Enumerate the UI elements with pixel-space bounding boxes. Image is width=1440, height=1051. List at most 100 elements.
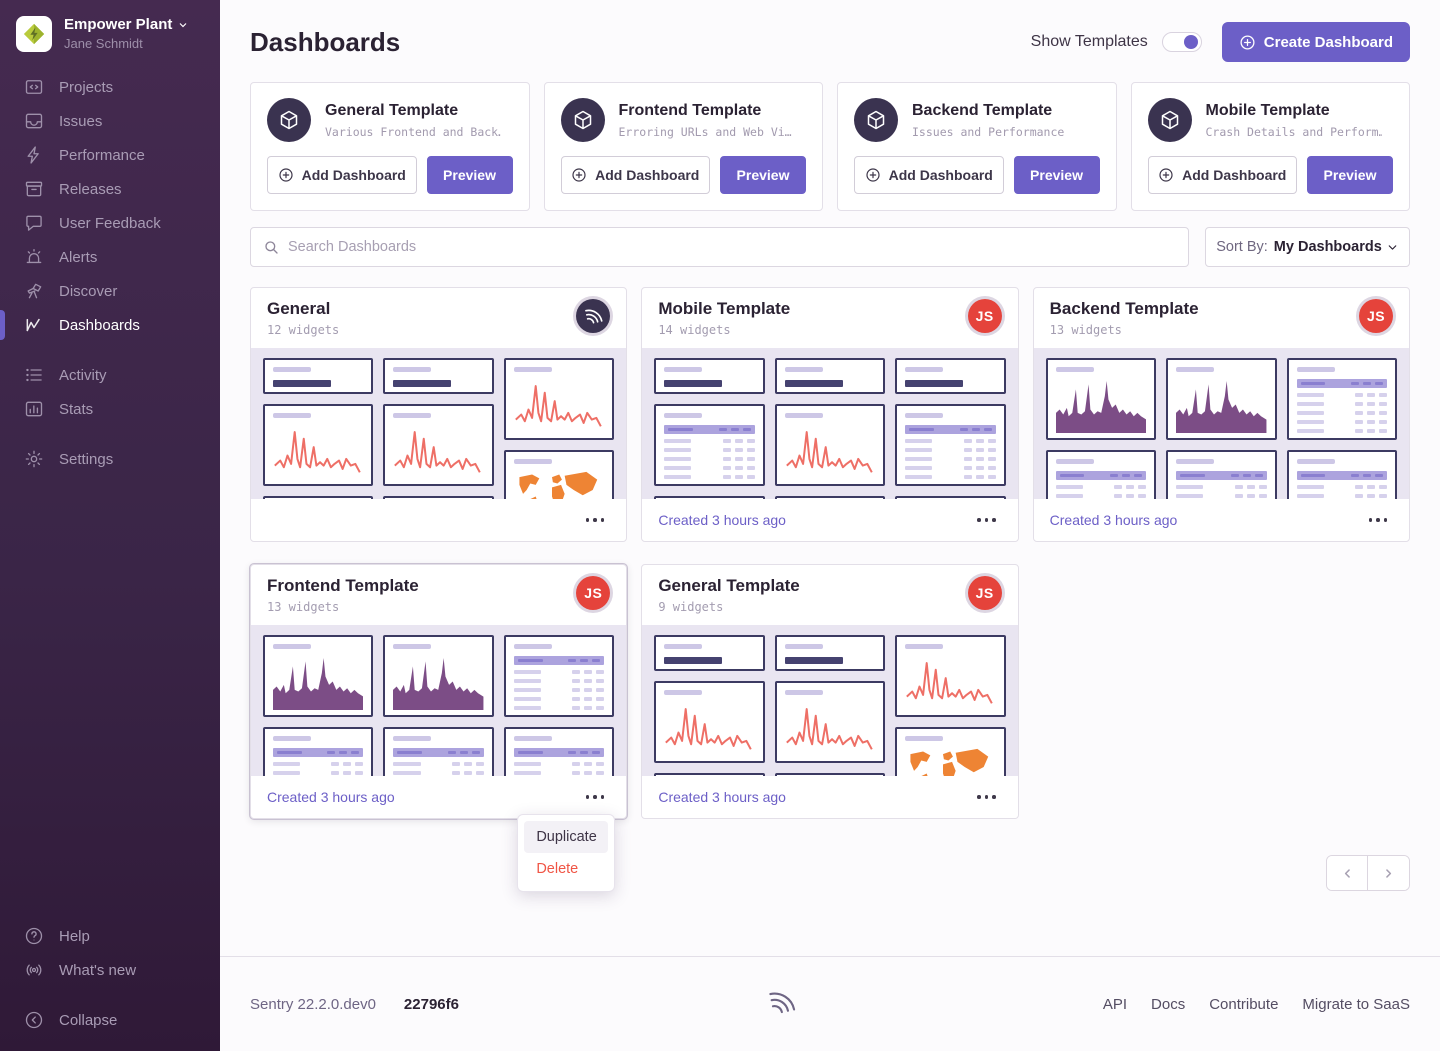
preview-button[interactable]: Preview	[720, 156, 806, 194]
mini-widget-table	[263, 727, 374, 776]
page-header: Dashboards Show Templates Create Dashboa…	[250, 22, 1410, 62]
dashboard-title[interactable]: Backend Template	[1049, 299, 1199, 318]
sidebar-item-alerts[interactable]: Alerts	[0, 240, 220, 274]
mini-widget-line	[383, 496, 494, 499]
gear-icon	[25, 450, 43, 468]
plus-circle-icon	[1159, 168, 1173, 182]
mini-widget-bignum	[383, 358, 494, 394]
add-dashboard-button[interactable]: Add Dashboard	[560, 156, 710, 194]
add-dashboard-button[interactable]: Add Dashboard	[1147, 156, 1297, 194]
plus-circle-icon	[866, 168, 880, 182]
toggle-knob	[1183, 35, 1198, 49]
help-icon	[25, 927, 43, 945]
mini-widget-area	[1166, 358, 1277, 440]
dashboard-preview[interactable]	[1033, 348, 1409, 499]
dashboard-card-frontend-template[interactable]: Frontend Template 13 widgets JS Created …	[250, 564, 628, 892]
mini-widget-map	[895, 727, 1006, 776]
dashboard-preview[interactable]	[251, 348, 627, 499]
mini-widget-line	[774, 773, 886, 776]
template-card-general: General Template Various Frontend and Ba…	[250, 82, 530, 211]
footer-link-contribute[interactable]: Contribute	[1209, 995, 1279, 1013]
card-menu-button[interactable]	[971, 789, 1002, 805]
dashboard-preview[interactable]	[642, 348, 1018, 499]
bar-chart-icon	[25, 401, 43, 417]
dashboard-title[interactable]: Frontend Template	[267, 576, 419, 595]
template-title: Frontend Template	[618, 101, 762, 119]
mini-widget-table	[1045, 450, 1157, 499]
sidebar-item-performance[interactable]: Performance	[0, 138, 220, 172]
card-menu-button[interactable]	[1363, 512, 1394, 528]
show-templates-toggle[interactable]	[1161, 32, 1202, 52]
menu-item-delete[interactable]: Delete	[536, 861, 579, 877]
dashboard-preview[interactable]	[251, 625, 627, 776]
preview-button[interactable]: Preview	[1013, 156, 1100, 194]
sidebar-item-dashboards[interactable]: Dashboards	[0, 308, 220, 342]
mini-widget-line	[263, 404, 374, 486]
sidebar-item-help[interactable]: Help	[0, 919, 220, 953]
line-chart-icon	[26, 318, 40, 332]
template-cube-icon	[560, 98, 605, 142]
issues-icon	[25, 113, 43, 129]
dashboard-card-mobile-template[interactable]: Mobile Template 14 widgets JS Created 3 …	[641, 287, 1019, 542]
preview-button[interactable]: Preview	[426, 156, 513, 194]
pagination	[250, 855, 1410, 891]
sidebar-item-projects[interactable]: Projects	[0, 70, 220, 104]
sidebar-item-settings[interactable]: Settings	[0, 442, 220, 476]
mini-widget-table	[1166, 450, 1277, 499]
footer-link-migrate[interactable]: Migrate to SaaS	[1302, 995, 1410, 1013]
card-menu-button[interactable]	[971, 512, 1002, 528]
dashboard-title[interactable]: General Template	[658, 576, 800, 595]
mini-widget-column	[895, 635, 1006, 776]
footer-link-docs[interactable]: Docs	[1151, 995, 1186, 1013]
dashboard-widget-count: 9 widgets	[658, 600, 724, 614]
mini-widget-line	[503, 358, 615, 440]
next-page-button[interactable]	[1368, 856, 1409, 890]
card-menu-button[interactable]	[580, 789, 611, 805]
version-link[interactable]: Sentry 22.2.0.dev0	[250, 995, 376, 1013]
sidebar-item-activity[interactable]: Activity	[0, 358, 220, 392]
sidebar-collapse-button[interactable]: Collapse	[0, 1003, 220, 1037]
mini-widget-table	[503, 635, 615, 717]
dashboard-title[interactable]: Mobile Template	[658, 299, 791, 318]
dashboard-preview[interactable]	[642, 625, 1018, 776]
add-dashboard-button[interactable]: Add Dashboard	[267, 156, 417, 194]
feedback-bubble-icon	[26, 215, 42, 231]
mini-widget-table	[503, 727, 615, 776]
mini-widget-table	[654, 496, 765, 499]
template-subtitle: Issues and Performance	[912, 124, 1065, 139]
dashboard-card-general-template[interactable]: General Template 9 widgets JS Created 3 …	[641, 564, 1019, 819]
search-box[interactable]	[250, 227, 1189, 267]
sidebar-item-discover[interactable]: Discover	[0, 274, 220, 308]
dashboard-card-backend-template[interactable]: Backend Template 13 widgets JS Created 3…	[1032, 287, 1410, 542]
menu-item-duplicate[interactable]: Duplicate	[524, 821, 609, 853]
sidebar-item-user-feedback[interactable]: User Feedback	[0, 206, 220, 240]
sidebar-item-whats-new[interactable]: What's new	[0, 953, 220, 987]
sidebar-item-releases[interactable]: Releases	[0, 172, 220, 206]
previous-page-button[interactable]	[1327, 856, 1368, 890]
mini-widget-line	[383, 404, 494, 486]
mini-widget-bignum	[654, 358, 765, 394]
mini-widget-bignum	[263, 358, 374, 394]
add-dashboard-button[interactable]: Add Dashboard	[854, 156, 1004, 194]
sidebar-item-stats[interactable]: Stats	[0, 392, 220, 426]
org-switcher[interactable]: Empower Plant Jane Schmidt	[0, 16, 220, 70]
mini-widget-column	[1286, 358, 1397, 499]
dashboard-title[interactable]: General	[267, 299, 331, 318]
mini-widget-area	[1045, 358, 1157, 440]
card-menu-button[interactable]	[580, 512, 611, 528]
filter-row: Sort By: My Dashboards	[250, 227, 1410, 267]
sidebar-item-issues[interactable]: Issues	[0, 104, 220, 138]
sort-by-dropdown[interactable]: Sort By: My Dashboards	[1205, 227, 1410, 267]
archive-icon	[25, 181, 43, 197]
mini-widget-table	[654, 404, 765, 486]
telescope-icon	[27, 283, 42, 299]
footer-link-api[interactable]: API	[1102, 995, 1128, 1013]
page-title: Dashboards	[250, 26, 401, 57]
preview-button[interactable]: Preview	[1307, 156, 1393, 194]
dashboard-card-general[interactable]: General 12 widgets JS	[250, 287, 628, 542]
mini-widget-column	[263, 635, 374, 776]
search-input[interactable]	[288, 239, 1176, 255]
org-logo	[16, 16, 52, 52]
create-dashboard-button[interactable]: Create Dashboard	[1221, 22, 1410, 62]
